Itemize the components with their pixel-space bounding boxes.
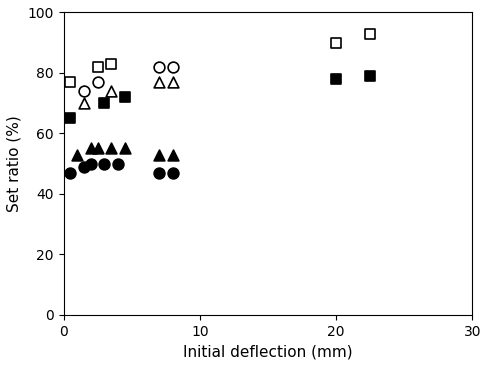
Point: [73, 152, 81, 157]
Point: [155, 79, 163, 85]
Point: [80, 100, 88, 106]
Point: [66, 79, 74, 85]
X-axis label: Initial deflection (mm): Initial deflection (mm): [183, 344, 353, 359]
Point: [66, 170, 74, 176]
Y-axis label: Set ratio (%): Set ratio (%): [7, 115, 22, 212]
Point: [66, 115, 74, 121]
Point: [366, 73, 374, 79]
Point: [87, 161, 95, 167]
Point: [94, 79, 102, 85]
Point: [332, 40, 340, 46]
Point: [155, 170, 163, 176]
Point: [101, 161, 108, 167]
Point: [107, 88, 115, 94]
Point: [332, 76, 340, 82]
Point: [169, 79, 177, 85]
Point: [80, 164, 88, 169]
Point: [169, 64, 177, 70]
Point: [155, 152, 163, 157]
Point: [155, 64, 163, 70]
Point: [121, 94, 129, 100]
Point: [94, 146, 102, 152]
Point: [107, 61, 115, 67]
Point: [169, 170, 177, 176]
Point: [107, 146, 115, 152]
Point: [80, 88, 88, 94]
Point: [169, 152, 177, 157]
Point: [94, 64, 102, 70]
Point: [101, 100, 108, 106]
Point: [366, 31, 374, 37]
Point: [114, 161, 122, 167]
Point: [121, 146, 129, 152]
Point: [87, 146, 95, 152]
